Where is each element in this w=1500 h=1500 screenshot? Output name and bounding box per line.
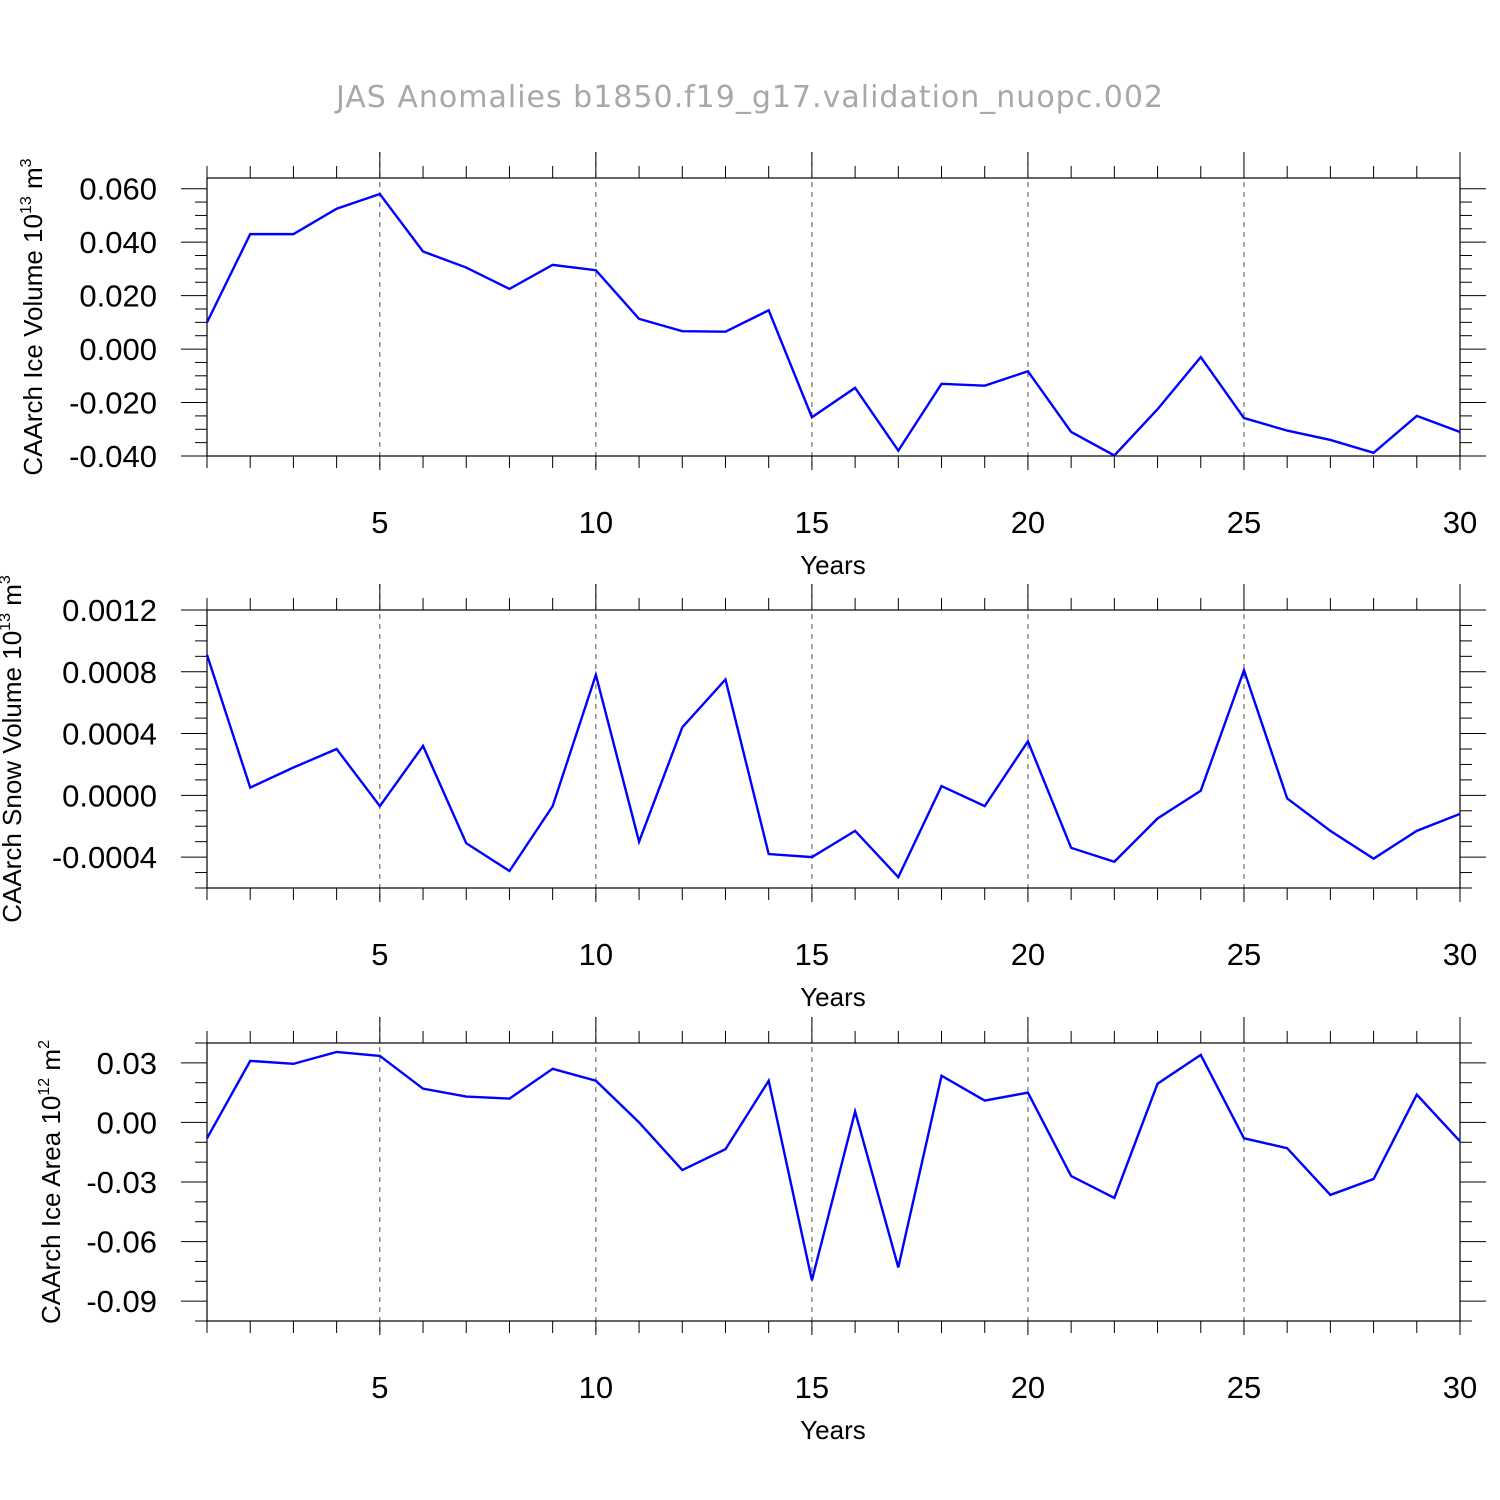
- x-axis-label: Years: [800, 550, 866, 580]
- y-tick-label: -0.020: [69, 386, 157, 421]
- y-tick-label: 0.060: [79, 172, 157, 207]
- y-tick-label: -0.040: [69, 439, 157, 474]
- x-tick-label: 30: [1443, 505, 1477, 540]
- x-tick-label: 5: [371, 505, 388, 540]
- x-tick-label: 20: [1011, 937, 1045, 972]
- y-axis-label: CAArch Ice Volume 1013 m3: [18, 158, 48, 475]
- y-tick-label: 0.0012: [62, 593, 157, 628]
- plot-frame: [206, 177, 1461, 457]
- y-tick-label: 0.040: [79, 225, 157, 260]
- x-tick-label: 10: [579, 505, 613, 540]
- y-axis-label: CAArch Snow Volume 1013 m3: [0, 575, 27, 923]
- y-tick-label: -0.03: [86, 1165, 157, 1200]
- x-tick-label: 5: [371, 937, 388, 972]
- x-axis-label: Years: [800, 1415, 866, 1445]
- x-tick-label: 30: [1443, 1370, 1477, 1405]
- y-tick-label: -0.06: [86, 1225, 157, 1260]
- y-tick-label: 0.00: [97, 1105, 157, 1140]
- x-tick-label: 20: [1011, 505, 1045, 540]
- x-tick-label: 15: [795, 937, 829, 972]
- plot-frame: [206, 1042, 1461, 1322]
- series-line-ice-volume: [205, 192, 1461, 457]
- panel-ice-area: 0.03 0.00 -0.03 -0.06 -0.09 5 10 15 20 25 30 Years…: [36, 1017, 1486, 1445]
- y-tick-label: 0.020: [79, 279, 157, 314]
- x-tick-label: 25: [1227, 937, 1261, 972]
- x-tick-label: 15: [795, 1370, 829, 1405]
- x-tick-label: 20: [1011, 1370, 1045, 1405]
- y-tick-label: 0.0008: [62, 655, 157, 690]
- y-axis-label: CAArch Ice Area 1012 m2: [36, 1040, 66, 1324]
- x-tick-label: 25: [1227, 505, 1261, 540]
- x-tick-label: 10: [579, 1370, 613, 1405]
- series-line-ice-area: [205, 1050, 1461, 1281]
- x-tick-label: 30: [1443, 937, 1477, 972]
- y-tick-label: -0.0004: [52, 840, 157, 875]
- x-tick-label: 5: [371, 1370, 388, 1405]
- y-tick-label: 0.000: [79, 332, 157, 367]
- x-tick-label: 15: [795, 505, 829, 540]
- y-tick-label: 0.03: [97, 1046, 157, 1081]
- panel-ice-volume: 0.060 0.040 0.020 0.000 -0.020 -0.040 5 10 15 20 2…: [18, 152, 1486, 580]
- y-tick-label: 0.0000: [62, 778, 157, 813]
- figure-title: JAS Anomalies b1850.f19_g17.validation_n…: [334, 80, 1164, 115]
- panel-snow-volume: 0.0012 0.0008 0.0004 0.0000 -0.0004 5 10 15 20 25…: [0, 575, 1486, 1012]
- y-tick-label: -0.09: [86, 1284, 157, 1319]
- x-tick-label: 25: [1227, 1370, 1261, 1405]
- x-tick-label: 10: [579, 937, 613, 972]
- series-line-snow-volume: [205, 654, 1461, 880]
- plot-frame: [206, 609, 1461, 889]
- y-tick-label: 0.0004: [62, 717, 157, 752]
- x-axis-label: Years: [800, 982, 866, 1012]
